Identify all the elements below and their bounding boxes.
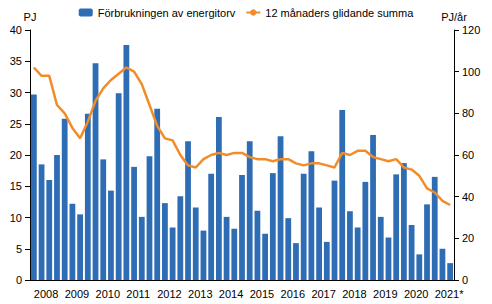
svg-text:0: 0 [462,274,468,286]
svg-text:40: 40 [10,24,22,36]
svg-text:60: 60 [462,149,474,161]
svg-text:30: 30 [10,87,22,99]
svg-text:15: 15 [10,180,22,192]
svg-text:25: 25 [10,118,22,130]
svg-text:10: 10 [10,212,22,224]
svg-text:0: 0 [16,274,22,286]
svg-text:2013: 2013 [188,288,212,300]
svg-text:2009: 2009 [65,288,89,300]
svg-text:PJ: PJ [24,11,37,23]
svg-text:12 månaders glidande summa: 12 månaders glidande summa [265,7,414,19]
svg-text:20: 20 [462,232,474,244]
svg-text:2018: 2018 [342,288,366,300]
svg-text:40: 40 [462,191,474,203]
svg-text:2012: 2012 [157,288,181,300]
svg-text:20: 20 [10,149,22,161]
svg-text:2011: 2011 [126,288,150,300]
svg-text:2020: 2020 [404,288,428,300]
svg-text:2008: 2008 [34,288,58,300]
svg-text:80: 80 [462,107,474,119]
svg-text:2021*: 2021* [435,288,464,300]
svg-text:2015: 2015 [250,288,274,300]
svg-text:2014: 2014 [219,288,243,300]
svg-text:2019: 2019 [373,288,397,300]
svg-text:2017: 2017 [311,288,335,300]
svg-text:2016: 2016 [281,288,305,300]
svg-text:2010: 2010 [96,288,120,300]
svg-text:Förbrukningen av energitorv: Förbrukningen av energitorv [98,7,236,19]
svg-text:PJ/år: PJ/år [441,11,467,23]
svg-text:35: 35 [10,55,22,67]
svg-text:5: 5 [16,243,22,255]
svg-text:120: 120 [462,24,480,36]
svg-text:100: 100 [462,66,480,78]
